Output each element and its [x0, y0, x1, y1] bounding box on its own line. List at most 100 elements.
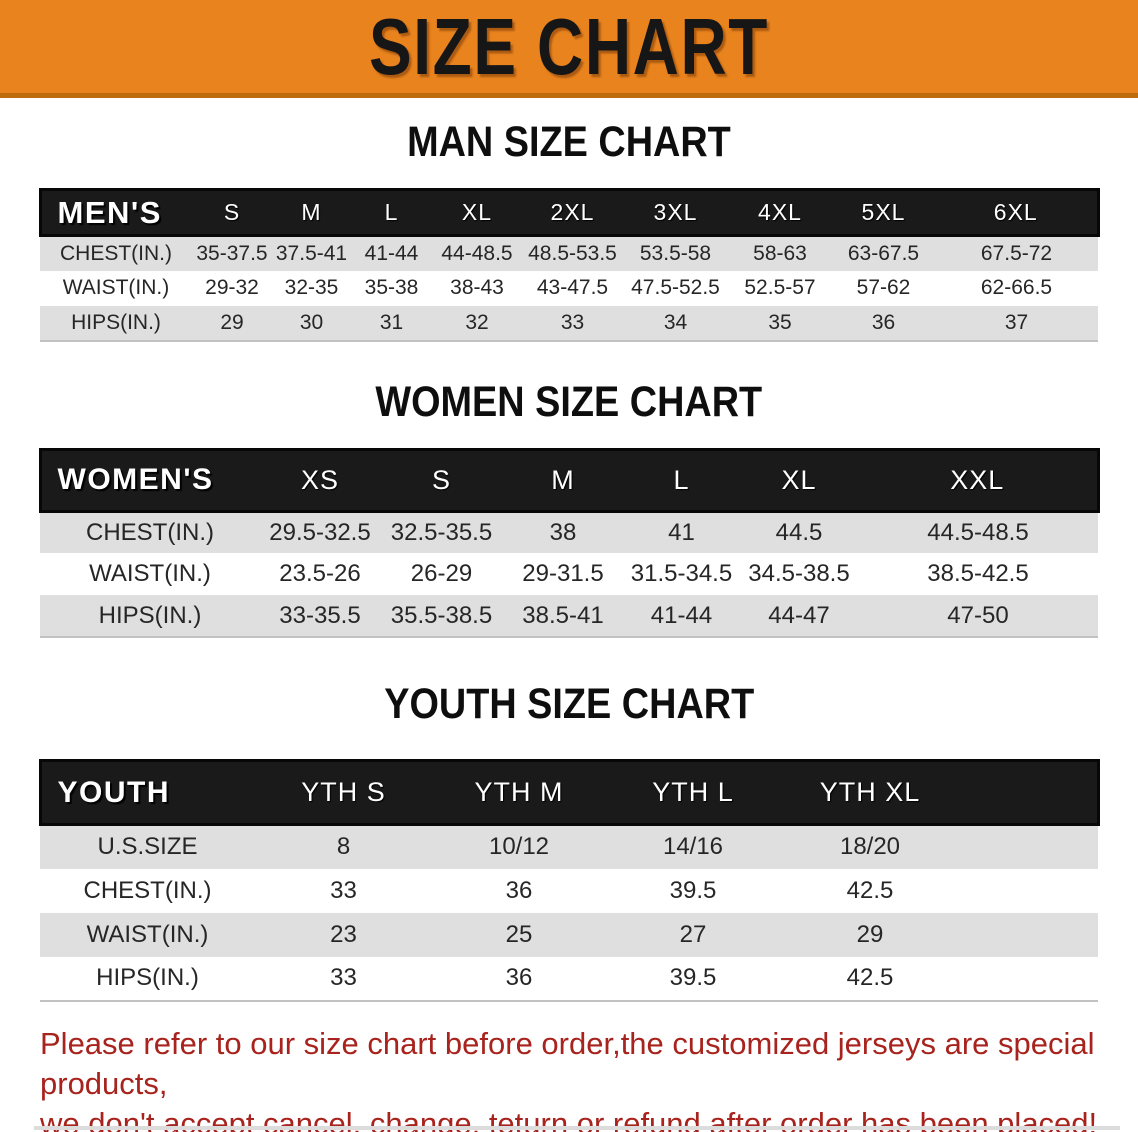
- size-value-cell: 41: [668, 518, 695, 546]
- size-value-cell: 37.5-41: [275, 241, 348, 265]
- measure-row-label: U.S.SIZE: [97, 833, 198, 861]
- spacer-cell: [960, 957, 1098, 1001]
- youth-header-row: YOUTH YTH S YTH M YTH L YTH XL: [40, 761, 1098, 825]
- womens-table-body: CHEST(IN.) 29.5-32.5 32.5-35.5 38 41 44.5 44.5…: [40, 511, 1098, 637]
- size-value-cell: 38-43: [450, 276, 504, 299]
- womens-table-label: WOMEN'S: [57, 463, 214, 496]
- banner: SIZE CHART: [0, 0, 1138, 98]
- size-value-cell: 34: [663, 310, 688, 334]
- size-value-cell: 36: [505, 876, 533, 904]
- size-value-cell: 44.5-48.5: [927, 518, 1029, 546]
- size-column-header: 4XL: [758, 199, 802, 225]
- womens-header-row: WOMEN'S XS S M L XL XXL: [40, 449, 1098, 511]
- spacer-cell: [960, 761, 1098, 825]
- section-mens: MAN SIZE CHART MEN'S S M L XL 2XL 3XL 4XL 5XL 6XL…: [0, 118, 1138, 342]
- mens-heading-text: MAN SIZE CHART: [407, 118, 731, 166]
- size-value-cell: 30: [299, 310, 324, 334]
- size-column-header: L: [384, 199, 399, 225]
- womens-size-table: WOMEN'S XS S M L XL XXL CHEST(IN.) 29.5-32.5 32.5…: [38, 448, 1100, 638]
- size-value-cell: 34.5-38.5: [748, 560, 850, 587]
- bottom-divider: [34, 1126, 1120, 1130]
- banner-title: SIZE CHART: [369, 1, 769, 91]
- size-value-cell: 23.5-26: [279, 560, 361, 587]
- size-value-cell: 48.5-53.5: [528, 241, 617, 265]
- size-value-cell: 38.5-42.5: [927, 560, 1029, 587]
- spacer-cell: [960, 913, 1098, 957]
- size-value-cell: 47.5-52.5: [631, 276, 720, 299]
- size-column-header: XL: [781, 464, 817, 495]
- measure-row-label: WAIST(IN.): [89, 560, 211, 587]
- mens-header-row: MEN'S S M L XL 2XL 3XL 4XL 5XL 6XL: [40, 190, 1098, 236]
- size-value-cell: 44.5: [775, 518, 823, 546]
- size-value-cell: 33: [560, 310, 585, 334]
- womens-heading-text: WOMEN SIZE CHART: [375, 377, 763, 426]
- size-value-cell: 38: [549, 518, 577, 546]
- size-column-header: M: [301, 199, 322, 225]
- mens-row-hips-in: HIPS(IN.) 29 30 31 32 33 34 35 36 37: [40, 305, 1098, 341]
- size-column-header: 6XL: [993, 199, 1038, 225]
- size-column-header: M: [551, 464, 575, 495]
- size-value-cell: 14/16: [662, 833, 724, 861]
- size-value-cell: 35-37.5: [196, 241, 268, 265]
- size-value-cell: 29.5-32.5: [269, 518, 371, 546]
- youth-row-waist-in: WAIST(IN.) 23 25 27 29: [40, 912, 1098, 957]
- size-value-cell: 29: [220, 310, 244, 334]
- size-value-cell: 33-35.5: [279, 601, 361, 629]
- size-column-header: XL: [461, 199, 493, 225]
- size-value-cell: 23: [330, 920, 357, 948]
- size-value-cell: 8: [336, 833, 351, 861]
- size-value-cell: 18/20: [839, 833, 901, 861]
- size-column-header: 3XL: [653, 199, 698, 225]
- measure-row-label: WAIST(IN.): [62, 276, 170, 299]
- size-value-cell: 35-38: [364, 276, 419, 299]
- youth-row-hips-in: HIPS(IN.) 33 36 39.5 42.5: [40, 957, 1098, 1001]
- measure-row-label: HIPS(IN.): [96, 964, 199, 991]
- size-value-cell: 29-32: [205, 276, 259, 299]
- size-column-header: S: [223, 199, 241, 225]
- measure-row-label: HIPS(IN.): [71, 310, 161, 334]
- size-value-cell: 36: [505, 964, 533, 991]
- size-value-cell: 33: [330, 964, 357, 991]
- size-value-cell: 32-35: [284, 276, 339, 299]
- youth-heading-text: YOUTH SIZE CHART: [383, 680, 754, 728]
- size-value-cell: 53.5-58: [639, 241, 712, 265]
- size-column-header: 5XL: [861, 199, 906, 225]
- size-value-cell: 41-44: [364, 241, 419, 265]
- size-value-cell: 52.5-57: [744, 276, 816, 299]
- youth-row-chest-in: CHEST(IN.) 33 36 39.5 42.5: [40, 869, 1098, 913]
- size-value-cell: 32.5-35.5: [390, 518, 493, 546]
- size-value-cell: 26-29: [410, 560, 473, 587]
- size-value-cell: 25: [505, 920, 533, 948]
- youth-table-body: U.S.SIZE 8 10/12 14/16 18/20 CHEST(IN.) 33 36 39…: [40, 824, 1098, 1001]
- womens-row-waist-in: WAIST(IN.) 23.5-26 26-29 29-31.5 31.5-34.5 34…: [40, 553, 1098, 595]
- section-youth: YOUTH SIZE CHART YOUTH YTH S YTH M YTH L YTH…: [0, 680, 1138, 1002]
- size-value-cell: 41-44: [650, 601, 713, 629]
- womens-row-chest-in: CHEST(IN.) 29.5-32.5 32.5-35.5 38 41 44.5 44.5…: [40, 511, 1098, 553]
- size-value-cell: 63-67.5: [847, 241, 920, 265]
- youth-size-table: YOUTH YTH S YTH M YTH L YTH XL U.S.SIZE 8 10/12…: [38, 759, 1100, 1002]
- size-column-header: YTH M: [474, 777, 564, 807]
- size-column-header: L: [673, 464, 690, 495]
- size-column-header: 2XL: [550, 199, 595, 225]
- size-value-cell: 35.5-38.5: [390, 601, 493, 629]
- size-value-cell: 31: [379, 310, 404, 334]
- size-value-cell: 62-66.5: [980, 276, 1053, 299]
- size-value-cell: 47-50: [947, 601, 1009, 629]
- size-value-cell: 42.5: [846, 876, 894, 904]
- size-value-cell: 37: [1004, 310, 1029, 334]
- size-value-cell: 44-48.5: [441, 241, 513, 265]
- size-value-cell: 42.5: [846, 964, 894, 991]
- size-value-cell: 39.5: [669, 964, 717, 991]
- size-value-cell: 33: [330, 876, 357, 904]
- size-value-cell: 67.5-72: [980, 241, 1053, 265]
- size-column-header: YTH L: [652, 777, 734, 807]
- size-column-header: YTH S: [301, 777, 386, 807]
- spacer-cell: [960, 825, 1098, 869]
- size-value-cell: 27: [679, 920, 707, 948]
- size-column-header: YTH XL: [819, 777, 921, 807]
- size-value-cell: 57-62: [856, 276, 911, 299]
- footer-notice: Please refer to our size chart before or…: [40, 1024, 1138, 1132]
- size-column-header: XS: [300, 464, 340, 495]
- measure-row-label: CHEST(IN.): [83, 876, 212, 904]
- size-value-cell: 29: [856, 920, 884, 948]
